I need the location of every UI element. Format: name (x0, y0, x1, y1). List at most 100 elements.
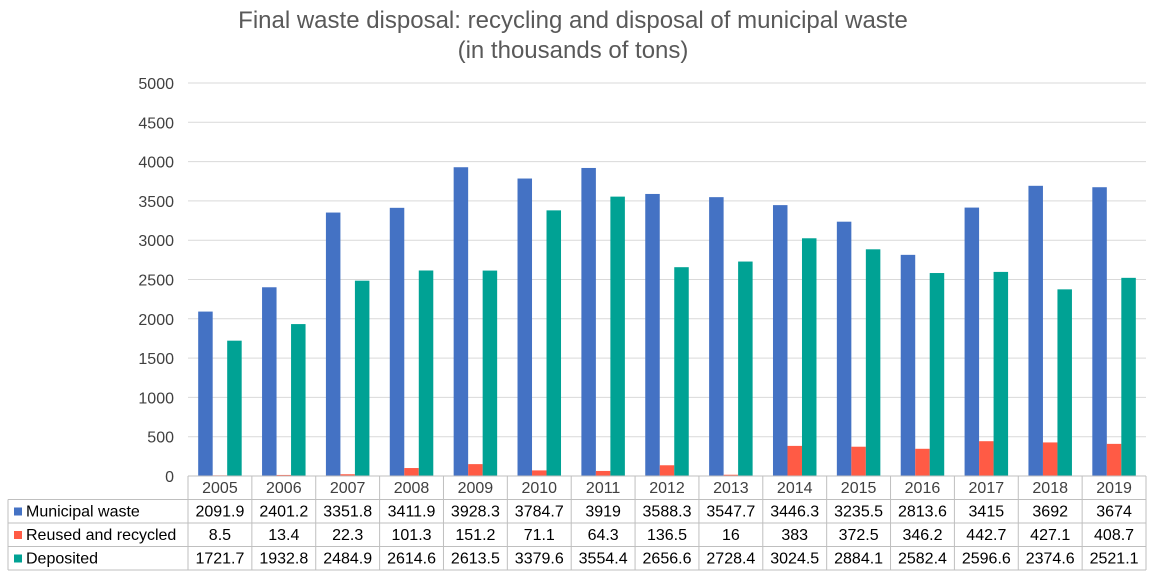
data-label: 3351.8 (323, 504, 372, 521)
data-label: 71.1 (524, 527, 555, 544)
data-label: 427.1 (1030, 527, 1070, 544)
bar-deposited (1121, 277, 1136, 476)
data-label: 3588.3 (643, 504, 692, 521)
x-tick-label: 2017 (969, 480, 1005, 497)
data-label: 13.4 (268, 527, 299, 544)
bar-reused-and-recycled (340, 474, 355, 476)
y-tick-label: 3000 (138, 233, 174, 250)
bar-reused-and-recycled (659, 465, 675, 476)
chart-title: Final waste disposal: recycling and disp… (0, 6, 1146, 66)
data-label: 3235.5 (834, 504, 883, 521)
chart-title-line: Final waste disposal: recycling and disp… (238, 7, 908, 34)
x-tick-label: 2018 (1032, 480, 1068, 497)
bar-municipal-waste (389, 207, 405, 477)
legend-label: Reused and recycled (26, 527, 176, 544)
data-label: 151.2 (455, 527, 495, 544)
bar-municipal-waste (964, 207, 980, 476)
bar-deposited (227, 340, 242, 476)
legend-label: Deposited (26, 551, 98, 568)
data-label: 64.3 (588, 527, 619, 544)
bar-deposited (418, 270, 434, 476)
bar-municipal-waste (900, 254, 916, 476)
bar-municipal-waste (262, 287, 277, 476)
bar-municipal-waste (325, 212, 341, 476)
data-label: 3446.3 (770, 504, 819, 521)
data-label: 3415 (969, 504, 1005, 521)
data-label: 408.7 (1094, 527, 1134, 544)
data-label: 2813.6 (898, 504, 947, 521)
legend-swatch (14, 507, 22, 516)
x-tick-label: 2011 (586, 480, 621, 497)
data-label: 2401.2 (259, 504, 308, 521)
chart-subtitle: (in thousands of tons) (457, 37, 689, 64)
legend-swatch (14, 531, 22, 539)
x-tick-label: 2006 (266, 480, 302, 497)
x-tick-label: 2015 (841, 480, 877, 497)
bar-deposited (482, 270, 498, 476)
x-tick-label: 2013 (713, 480, 749, 497)
bar-reused-and-recycled (787, 445, 802, 476)
y-tick-label: 2000 (138, 312, 174, 329)
x-tick-label: 2019 (1096, 480, 1132, 497)
bar-reused-and-recycled (595, 470, 611, 476)
data-label: 2484.9 (323, 551, 372, 568)
bar-deposited (993, 271, 1009, 476)
data-label: 3547.7 (706, 504, 755, 521)
y-tick-label: 0 (165, 469, 174, 486)
bar-deposited (354, 280, 370, 476)
data-label: 442.7 (966, 527, 1006, 544)
bar-reused-and-recycled (723, 474, 739, 476)
data-label: 2728.4 (706, 551, 755, 568)
bar-reused-and-recycled (1106, 443, 1122, 476)
legend-swatch (14, 554, 22, 563)
data-label: 2582.4 (898, 551, 947, 568)
data-label: 2596.6 (962, 551, 1011, 568)
bar-deposited (674, 267, 689, 476)
bar-reused-and-recycled (851, 446, 866, 476)
data-label: 2374.6 (1026, 551, 1075, 568)
data-label: 3379.6 (515, 551, 564, 568)
x-tick-label: 2012 (649, 480, 685, 497)
bar-municipal-waste (709, 197, 724, 476)
data-label: 3919 (585, 504, 621, 521)
data-label: 3024.5 (770, 551, 819, 568)
data-label: 3692 (1032, 504, 1068, 521)
data-label: 3554.4 (579, 551, 628, 568)
bar-deposited (546, 210, 562, 476)
data-label: 1932.8 (259, 551, 308, 568)
data-label: 3674 (1096, 504, 1132, 521)
y-tick-label: 3500 (138, 194, 174, 211)
bar-reused-and-recycled (404, 468, 419, 476)
data-label: 2884.1 (834, 551, 883, 568)
y-tick-label: 2500 (138, 273, 174, 290)
data-label: 372.5 (839, 527, 879, 544)
data-label: 1721.7 (195, 551, 244, 568)
data-label: 3784.7 (515, 504, 564, 521)
x-tick-label: 2009 (458, 480, 494, 497)
data-label: 101.3 (392, 527, 432, 544)
bar-deposited (610, 196, 625, 477)
legend-label: Municipal waste (26, 504, 140, 521)
y-tick-label: 5000 (138, 76, 174, 93)
bar-municipal-waste (1028, 185, 1043, 476)
data-label: 8.5 (209, 527, 231, 544)
bar-reused-and-recycled (532, 470, 547, 476)
x-tick-label: 2005 (202, 480, 238, 497)
bar-deposited (865, 249, 881, 476)
data-label: 3411.9 (388, 504, 436, 521)
y-tick-label: 1000 (138, 390, 174, 407)
data-label: 383 (781, 527, 808, 544)
bar-municipal-waste (772, 205, 788, 476)
data-label: 16 (722, 527, 740, 544)
bar-deposited (801, 238, 817, 476)
y-tick-label: 4500 (138, 115, 174, 132)
data-label: 346.2 (902, 527, 942, 544)
x-tick-label: 2008 (394, 480, 430, 497)
bar-municipal-waste (645, 193, 660, 476)
data-label: 2656.6 (643, 551, 692, 568)
bar-reused-and-recycled (1042, 442, 1058, 476)
data-label: 3928.3 (451, 504, 500, 521)
data-label: 2614.6 (387, 551, 436, 568)
x-tick-label: 2014 (777, 480, 813, 497)
